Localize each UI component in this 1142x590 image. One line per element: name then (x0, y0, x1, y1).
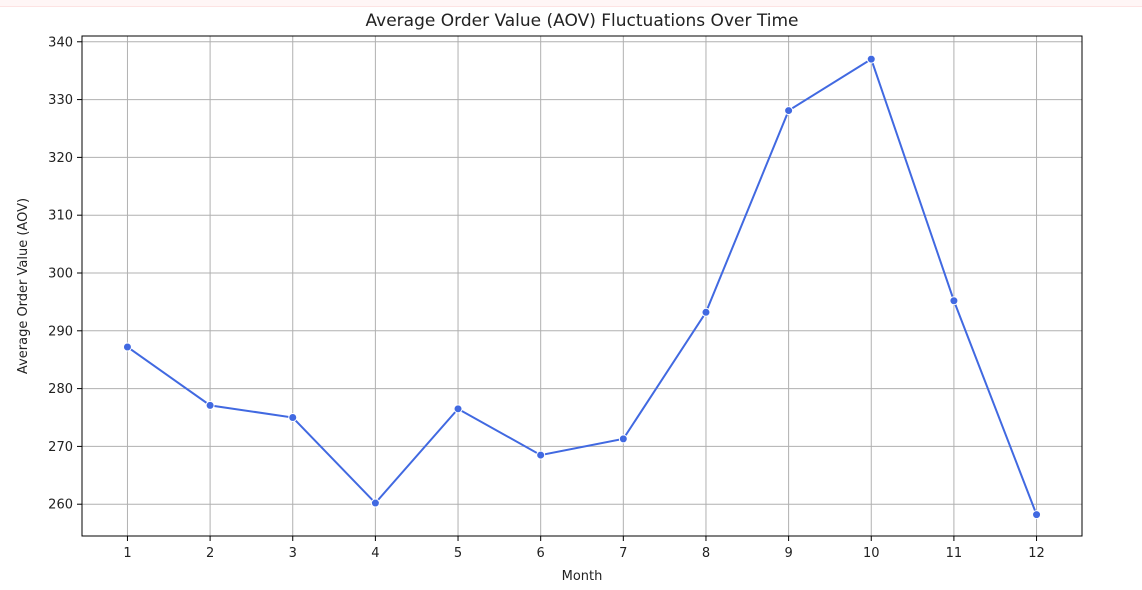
y-tick-label: 270 (48, 440, 73, 455)
data-point (370, 498, 380, 508)
x-tick-label: 9 (784, 546, 792, 561)
data-point (784, 106, 794, 116)
y-tick-label: 260 (48, 498, 73, 513)
y-axis-label: Average Order Value (AOV) (16, 198, 31, 374)
x-tick-label: 11 (946, 546, 963, 561)
plot-frame (81, 35, 1083, 537)
y-axis: 260 270 280 290 300 310 320 330 340 (48, 35, 82, 513)
data-point (866, 54, 876, 64)
x-tick-label: 10 (863, 546, 880, 561)
y-tick-label: 320 (48, 151, 73, 166)
top-strip (0, 0, 1142, 7)
series-line (126, 57, 1038, 515)
grid (82, 36, 1082, 536)
x-tick-label: 2 (206, 546, 214, 561)
data-point (205, 400, 215, 410)
data-point (949, 296, 959, 306)
x-tick-label: 1 (123, 546, 131, 561)
y-tick-label: 340 (48, 35, 73, 50)
chart-title: Average Order Value (AOV) Fluctuations O… (366, 11, 799, 31)
data-point (122, 342, 132, 352)
y-tick-label: 300 (48, 266, 73, 281)
x-axis-label: Month (562, 569, 603, 584)
x-tick-label: 3 (289, 546, 297, 561)
x-tick-label: 7 (619, 546, 627, 561)
x-tick-label: 4 (371, 546, 379, 561)
x-tick-label: 6 (537, 546, 545, 561)
data-point (536, 450, 546, 460)
data-point (618, 434, 628, 444)
data-point (453, 404, 463, 414)
y-tick-label: 280 (48, 382, 73, 397)
x-tick-label: 5 (454, 546, 462, 561)
y-tick-label: 310 (48, 209, 73, 224)
x-axis: 1 2 3 4 5 6 7 8 9 10 11 12 (123, 536, 1045, 561)
y-tick-label: 290 (48, 324, 73, 339)
y-tick-label: 330 (48, 93, 73, 108)
x-tick-label: 8 (702, 546, 710, 561)
data-point (701, 307, 711, 317)
series-points (122, 54, 1042, 520)
x-tick-label: 12 (1028, 546, 1045, 561)
data-point (1032, 510, 1042, 520)
data-point (288, 413, 298, 423)
